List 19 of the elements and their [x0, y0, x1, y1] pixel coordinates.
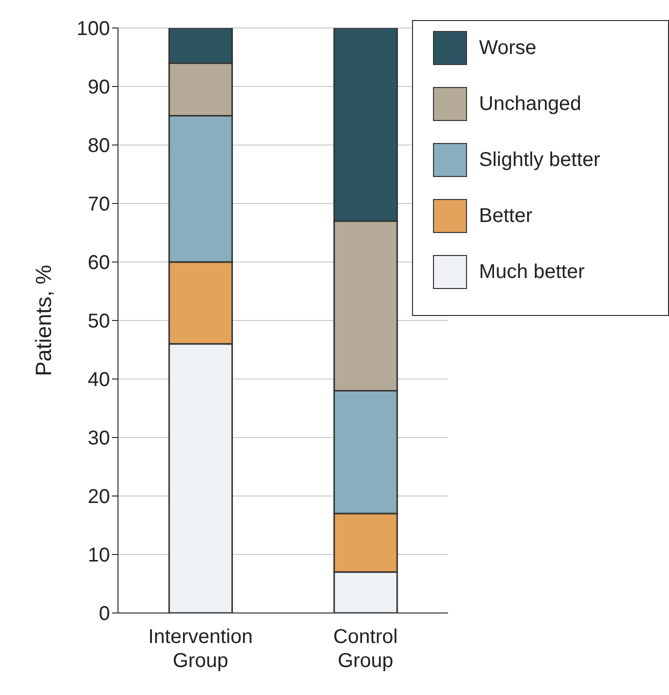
y-tick-label: 40	[88, 369, 110, 392]
legend-label: Much better	[479, 260, 585, 284]
y-tick-label: 30	[88, 428, 110, 450]
legend-label: Slightly better	[479, 148, 600, 172]
y-tick-label: 10	[88, 544, 110, 567]
y-tick-label: 90	[88, 76, 110, 99]
y-tick-label: 20	[88, 486, 110, 508]
x-tick-label: Intervention Group	[148, 626, 253, 672]
y-tick-label: 100	[76, 18, 110, 40]
y-tick-label: 60	[88, 252, 110, 274]
y-tick-label: 0	[98, 603, 110, 626]
y-axis-title: Patients, %	[30, 264, 56, 376]
legend-label: Better	[479, 204, 532, 228]
x-tick-label: Control Group	[333, 626, 398, 672]
legend-label: Unchanged	[479, 92, 582, 116]
y-tick-label: 50	[88, 310, 110, 333]
legend-label: Worse	[479, 36, 536, 60]
y-tick-label: 70	[88, 194, 110, 216]
y-tick-label: 80	[88, 135, 110, 158]
